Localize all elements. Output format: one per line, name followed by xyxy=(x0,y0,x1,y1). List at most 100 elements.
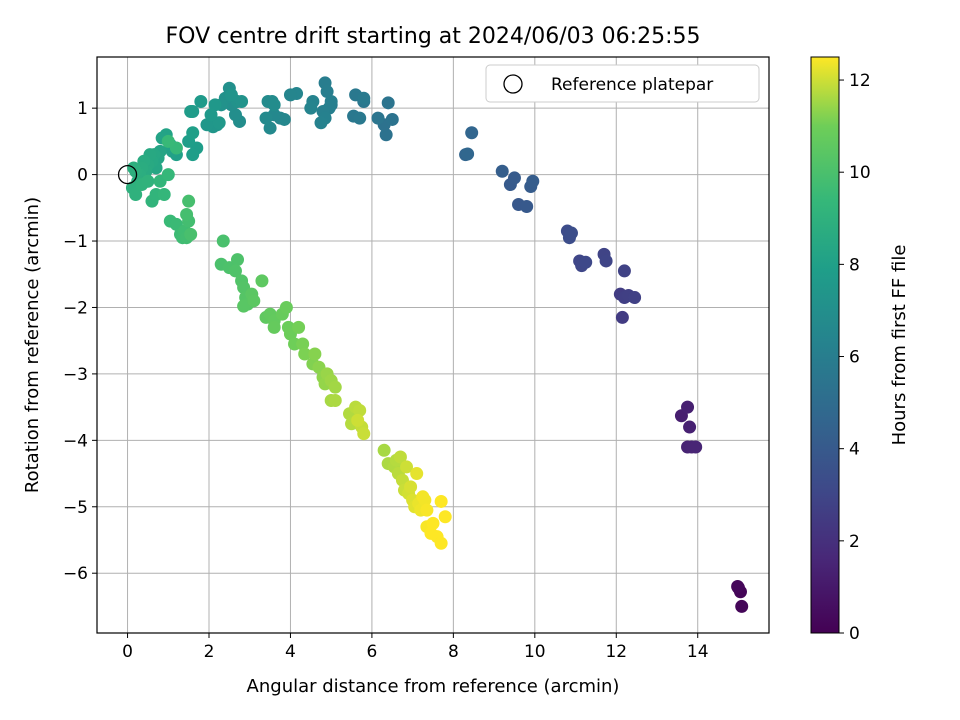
y-tick-label: −4 xyxy=(63,431,88,451)
data-point xyxy=(495,164,509,178)
data-point xyxy=(141,174,155,188)
data-point xyxy=(263,121,277,135)
data-point xyxy=(379,128,393,142)
data-point xyxy=(617,264,631,278)
data-point xyxy=(351,413,365,427)
data-point xyxy=(208,98,222,112)
x-axis-label: Angular distance from reference (arcmin) xyxy=(247,676,620,697)
data-point xyxy=(520,199,534,213)
data-point xyxy=(298,347,312,361)
legend: Reference platepar xyxy=(485,64,760,103)
legend-marker-icon xyxy=(503,74,523,94)
data-point xyxy=(731,579,745,593)
legend-label: Reference platepar xyxy=(551,75,713,95)
y-tick-label: 0 xyxy=(77,166,88,186)
data-point xyxy=(204,108,218,122)
data-point xyxy=(292,320,306,334)
y-tick-label: −1 xyxy=(63,232,88,252)
data-point xyxy=(599,254,613,268)
data-point xyxy=(381,96,395,110)
data-point xyxy=(200,118,214,132)
data-point xyxy=(681,400,695,414)
data-point xyxy=(564,226,578,240)
data-point xyxy=(579,255,593,269)
data-point xyxy=(393,450,407,464)
x-axis-ticks: 0 2 4 6 8 10 12 14 xyxy=(122,633,709,662)
colorbar: 0 2 4 6 8 10 12 Hours from first FF file xyxy=(810,56,910,644)
data-point xyxy=(628,290,642,304)
data-point xyxy=(184,104,198,118)
colorbar-ticks: 0 2 4 6 8 10 12 xyxy=(839,71,871,644)
x-tick-label: 4 xyxy=(285,642,296,662)
data-point xyxy=(385,112,399,126)
chart-title: FOV centre drift starting at 2024/06/03 … xyxy=(166,24,701,49)
scatter-points xyxy=(125,76,749,613)
data-point xyxy=(461,147,475,161)
data-point xyxy=(683,420,697,434)
data-point xyxy=(180,207,194,221)
colorbar-tick-label: 4 xyxy=(849,440,860,460)
y-tick-label: −5 xyxy=(63,498,88,518)
data-point xyxy=(255,274,269,288)
data-point xyxy=(259,111,273,125)
y-axis-ticks: −6 −5 −4 −3 −2 −1 0 1 xyxy=(63,99,97,584)
data-point xyxy=(277,112,291,126)
data-point xyxy=(371,111,385,125)
data-point xyxy=(231,253,245,267)
reference-marker xyxy=(117,164,138,185)
y-tick-label: −3 xyxy=(63,365,88,385)
data-point xyxy=(357,427,371,441)
legend-box xyxy=(485,64,760,103)
data-point xyxy=(314,116,328,130)
colorbar-tick-label: 8 xyxy=(849,255,860,275)
x-tick-label: 6 xyxy=(366,642,377,662)
data-point xyxy=(157,188,171,202)
colorbar-gradient xyxy=(810,56,840,634)
data-point xyxy=(308,347,322,361)
colorbar-tick-label: 0 xyxy=(849,624,860,644)
colorbar-tick-label: 2 xyxy=(849,532,860,552)
data-point xyxy=(426,516,440,530)
colorbar-label: Hours from first FF file xyxy=(889,245,910,446)
y-tick-label: 1 xyxy=(77,99,88,119)
data-point xyxy=(410,467,424,481)
data-point xyxy=(161,168,175,182)
data-point xyxy=(526,174,540,188)
x-tick-label: 8 xyxy=(448,642,459,662)
data-point xyxy=(438,510,452,524)
colorbar-tick-label: 12 xyxy=(849,71,871,91)
data-point xyxy=(304,101,318,115)
plot-frame xyxy=(96,56,770,634)
data-point xyxy=(237,299,251,313)
data-point xyxy=(283,88,297,102)
data-point xyxy=(465,126,479,140)
data-point xyxy=(404,480,418,494)
colorbar-tick-label: 6 xyxy=(849,348,860,368)
data-point xyxy=(247,294,261,308)
colorbar-tick-label: 10 xyxy=(849,163,871,183)
x-tick-label: 2 xyxy=(204,642,215,662)
data-point xyxy=(689,440,703,454)
data-point xyxy=(377,443,391,457)
data-point xyxy=(420,503,434,517)
data-point xyxy=(279,300,293,314)
data-point xyxy=(416,490,430,504)
data-point xyxy=(507,171,521,185)
data-point xyxy=(267,98,281,112)
y-tick-label: −2 xyxy=(63,298,88,318)
data-point xyxy=(235,95,249,109)
data-point xyxy=(328,380,342,394)
data-point xyxy=(434,536,448,550)
y-axis-label: Rotation from reference (arcmin) xyxy=(22,197,43,493)
data-point xyxy=(615,310,629,324)
data-point xyxy=(434,494,448,508)
data-point xyxy=(328,393,342,407)
x-tick-label: 10 xyxy=(524,642,546,662)
data-point xyxy=(267,320,281,334)
data-point xyxy=(228,264,242,278)
data-point xyxy=(353,111,367,125)
data-point xyxy=(184,227,198,241)
data-point xyxy=(186,148,200,162)
x-tick-label: 12 xyxy=(605,642,627,662)
y-tick-label: −6 xyxy=(63,564,88,584)
